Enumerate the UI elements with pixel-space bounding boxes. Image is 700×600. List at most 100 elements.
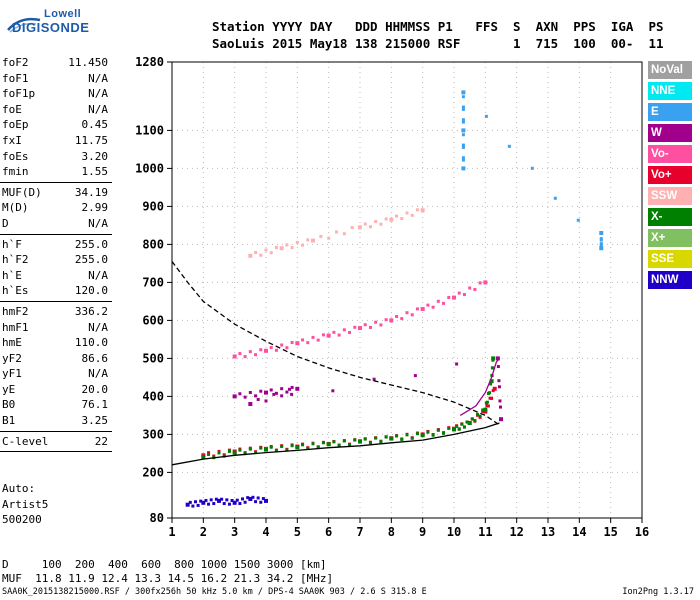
echo-mark — [461, 156, 465, 160]
echo-mark — [230, 498, 234, 502]
param-value: 86.6 — [81, 351, 109, 365]
param-row: MUF(D) 34.19 — [0, 185, 112, 201]
echo-mark — [484, 401, 488, 405]
param-separator — [0, 430, 112, 432]
param-row: h`Es 120.0 — [0, 283, 112, 299]
param-label: h`F — [2, 237, 22, 251]
echo-mark — [285, 448, 289, 452]
echo-mark — [335, 230, 338, 234]
echo-mark — [332, 440, 336, 444]
echo-mark — [358, 439, 362, 444]
param-value: 2.99 — [81, 201, 109, 215]
echo-mark — [331, 389, 335, 393]
echo-mark — [420, 208, 425, 213]
echo-mark — [254, 450, 258, 454]
echo-mark — [447, 296, 451, 299]
param-value: N/A — [88, 87, 108, 101]
param-separator — [0, 451, 112, 453]
echo-mark — [461, 105, 465, 109]
echo-mark — [254, 500, 258, 504]
echo-mark — [491, 366, 495, 370]
x-tick-label: 11 — [478, 525, 492, 539]
param-row: h`F 255.0 — [0, 237, 112, 253]
echo-mark — [316, 445, 320, 449]
echo-mark — [374, 320, 378, 324]
param-label: fxI — [2, 133, 22, 147]
echo-mark — [301, 243, 305, 247]
echo-mark — [395, 315, 399, 318]
param-row: foE N/A — [0, 102, 112, 118]
echo-mark — [478, 414, 482, 418]
echo-mark — [348, 442, 352, 446]
muf-row: MUF 11.8 11.9 12.4 13.3 14.5 16.2 21.3 3… — [2, 572, 334, 585]
echo-mark — [462, 425, 466, 429]
x-tick-label: 13 — [541, 525, 555, 539]
echo-mark — [368, 325, 372, 329]
param-row: D N/A — [0, 216, 112, 232]
param-value: N/A — [88, 102, 108, 116]
echo-mark — [264, 399, 268, 403]
param-label: fmin — [2, 165, 29, 179]
y-tick-label: 400 — [142, 389, 164, 403]
echo-mark — [400, 217, 404, 221]
echo-mark — [290, 444, 294, 448]
echo-mark — [599, 242, 603, 246]
echo-mark — [410, 436, 414, 440]
param-label: MUF(D) — [2, 185, 42, 199]
echo-mark — [326, 333, 331, 338]
echo-mark — [225, 498, 229, 502]
x-tick-label: 10 — [447, 525, 461, 539]
echo-mark — [316, 445, 320, 449]
echo-mark — [461, 107, 465, 111]
echo-mark — [269, 388, 273, 392]
echo-mark — [256, 496, 260, 500]
echo-mark — [238, 502, 242, 506]
echo-mark — [332, 439, 336, 443]
echo-mark — [374, 436, 378, 440]
echo-mark — [473, 287, 477, 291]
software-version: Ion2Png 1.3.17 — [622, 587, 694, 597]
param-row: foF1 N/A — [0, 71, 112, 87]
legend-entry: NNW — [648, 271, 692, 289]
param-label: foE — [2, 102, 22, 116]
param-label: hmF1 — [2, 320, 29, 334]
echo-mark — [264, 447, 268, 452]
echo-mark — [243, 395, 247, 399]
echo-mark — [358, 326, 362, 330]
echo-mark — [492, 386, 497, 391]
echo-mark — [405, 311, 409, 315]
echo-mark — [358, 225, 362, 230]
param-row: yF1 N/A — [0, 366, 112, 382]
x-tick-label: 16 — [635, 525, 649, 539]
param-label: M(D) — [2, 201, 29, 215]
echo-mark — [499, 417, 503, 422]
x-tick-label: 12 — [509, 525, 523, 539]
legend-entry: Vo+ — [648, 166, 692, 184]
echo-mark — [470, 417, 474, 421]
echo-mark — [269, 251, 273, 255]
echo-mark — [389, 318, 394, 323]
echo-mark — [426, 303, 430, 307]
echo-mark — [254, 394, 258, 398]
echo-mark — [191, 504, 195, 508]
echo-mark — [470, 417, 474, 421]
legend-entry: W — [648, 124, 692, 142]
echo-mark — [485, 404, 489, 408]
echo-mark — [280, 387, 284, 391]
echo-mark — [497, 379, 501, 383]
echo-mark — [259, 389, 263, 393]
legend-entry: SSE — [648, 250, 692, 268]
echo-mark — [264, 348, 268, 353]
echo-mark — [207, 502, 211, 506]
echo-mark — [599, 246, 604, 251]
echo-mark — [269, 445, 273, 449]
echo-mark — [306, 446, 310, 450]
echo-mark — [374, 220, 378, 223]
param-row: foEs 3.20 — [0, 149, 112, 165]
echo-mark — [280, 444, 284, 448]
echo-mark — [495, 356, 500, 361]
echo-mark — [254, 251, 258, 255]
echo-mark — [599, 231, 604, 235]
param-row: yE 20.0 — [0, 382, 112, 398]
echo-mark — [285, 390, 289, 394]
